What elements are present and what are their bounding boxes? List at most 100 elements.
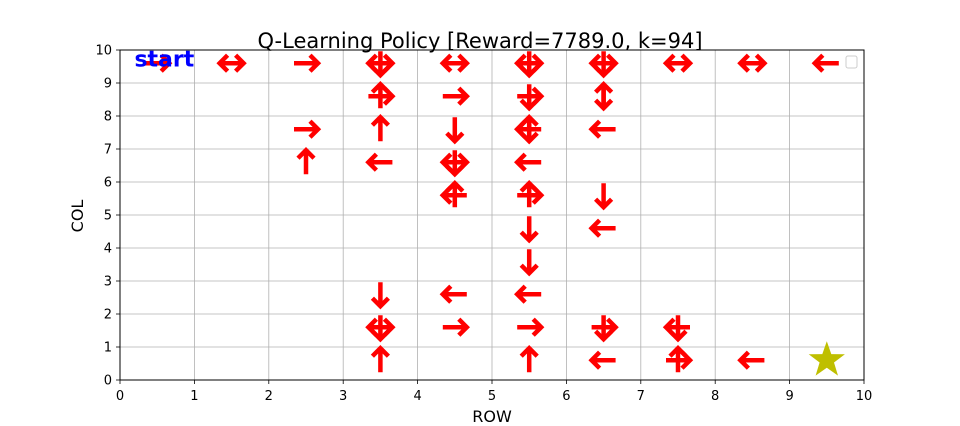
policy-cell-arrow	[737, 350, 765, 370]
arrow-up-icon	[296, 147, 316, 175]
policy-cell-arrow	[370, 114, 390, 142]
arrow-right-icon	[666, 350, 694, 370]
arrow-right-icon	[442, 317, 470, 337]
arrow-down-icon	[594, 84, 614, 112]
arrow-down-icon	[594, 183, 614, 211]
arrow-up-icon	[370, 345, 390, 373]
policy-cell-arrow	[514, 152, 542, 172]
policy-cell-arrow	[666, 345, 694, 373]
arrow-left-icon	[514, 152, 542, 172]
chart-title: Q-Learning Policy [Reward=7789.0, k=94]	[257, 29, 702, 53]
x-tick-label: 4	[413, 389, 421, 404]
arrow-right-icon	[368, 86, 396, 106]
arrow-right-icon	[666, 53, 694, 73]
arrow-right-icon	[294, 119, 322, 139]
x-tick-label: 7	[637, 389, 645, 404]
policy-cell-arrow	[296, 147, 316, 175]
y-tick-label: 5	[104, 209, 112, 224]
arrow-down-icon	[519, 51, 539, 79]
policy-cell-arrow	[370, 282, 390, 310]
y-tick-label: 3	[104, 275, 112, 290]
arrow-left-icon	[439, 284, 467, 304]
arrow-right-icon	[517, 185, 545, 205]
arrow-down-icon	[519, 249, 539, 277]
x-tick-label: 8	[711, 389, 719, 404]
policy-cell-arrow	[517, 317, 545, 337]
x-tick-label: 5	[488, 389, 496, 404]
arrow-left-icon	[439, 185, 467, 205]
policy-cell-arrow	[588, 218, 616, 238]
policy-cell-arrow	[519, 249, 539, 277]
x-tick-label: 3	[339, 389, 347, 404]
legend-box	[845, 55, 858, 69]
arrow-down-icon	[668, 315, 688, 343]
y-tick-label: 6	[104, 176, 112, 191]
policy-cell-arrow	[737, 53, 768, 73]
policy-cell-arrow	[591, 315, 619, 343]
arrow-down-icon	[445, 117, 465, 145]
policy-cell-arrow	[514, 51, 545, 79]
y-tick-label: 9	[104, 77, 112, 92]
arrow-left-icon	[811, 53, 839, 73]
arrow-right-icon	[294, 53, 322, 73]
arrow-right-icon	[219, 53, 247, 73]
policy-cell-arrow	[514, 284, 542, 304]
y-tick-label: 7	[104, 143, 112, 158]
y-tick-label: 2	[104, 308, 112, 323]
policy-cell-arrow	[442, 317, 470, 337]
y-tick-label: 10	[95, 44, 112, 59]
policy-cell-arrow	[588, 51, 619, 79]
arrow-right-icon	[517, 317, 545, 337]
policy-cell-arrow	[594, 183, 614, 211]
arrow-down-icon	[370, 51, 390, 79]
policy-cell-arrow	[662, 315, 690, 343]
policy-cell-arrow	[662, 53, 694, 73]
arrow-right-icon	[442, 86, 470, 106]
policy-cell-arrow	[365, 315, 396, 343]
policy-cell-arrow	[811, 53, 839, 73]
policy-cell-arrow	[519, 345, 539, 373]
policy-cell-arrow	[442, 86, 470, 106]
policy-cell-arrow	[514, 114, 542, 145]
y-tick-label: 8	[104, 110, 112, 125]
policy-cell-arrow	[517, 180, 545, 208]
policy-cell-arrow	[439, 150, 470, 178]
policy-cell-arrow	[365, 51, 396, 79]
arrow-down-icon	[519, 84, 539, 112]
x-tick-label: 1	[190, 389, 198, 404]
policy-cell-arrow	[145, 53, 173, 73]
arrow-down-icon	[445, 150, 465, 178]
x-tick-label: 0	[116, 389, 124, 404]
arrow-right-icon	[145, 53, 173, 73]
policy-cell-arrow	[519, 216, 539, 244]
y-tick-label: 4	[104, 242, 112, 257]
arrow-right-icon	[442, 53, 470, 73]
start-label: start	[134, 48, 194, 73]
grid-lines	[119, 49, 865, 381]
arrow-left-icon	[588, 119, 616, 139]
arrow-left-icon	[514, 119, 542, 139]
arrow-up-icon	[519, 345, 539, 373]
policy-arrows	[145, 51, 839, 373]
arrow-down-icon	[594, 315, 614, 343]
policy-cell-arrow	[439, 284, 467, 304]
arrow-down-icon	[370, 282, 390, 310]
policy-cell-arrow	[365, 152, 393, 172]
arrow-down-icon	[519, 216, 539, 244]
arrow-left-icon	[365, 152, 393, 172]
goal-star-icon	[808, 341, 845, 376]
goal-marker-group	[808, 341, 845, 376]
policy-cell-arrow	[294, 119, 322, 139]
x-tick-label: 10	[856, 389, 873, 404]
policy-cell-arrow	[594, 81, 614, 112]
arrow-up-icon	[370, 114, 390, 142]
x-tick-label: 9	[785, 389, 793, 404]
x-tick-label: 2	[265, 389, 273, 404]
arrow-right-icon	[740, 53, 768, 73]
arrow-down-icon	[594, 51, 614, 79]
arrow-left-icon	[588, 218, 616, 238]
policy-cell-arrow	[439, 53, 470, 73]
arrow-left-icon	[737, 350, 765, 370]
arrow-left-icon	[514, 284, 542, 304]
